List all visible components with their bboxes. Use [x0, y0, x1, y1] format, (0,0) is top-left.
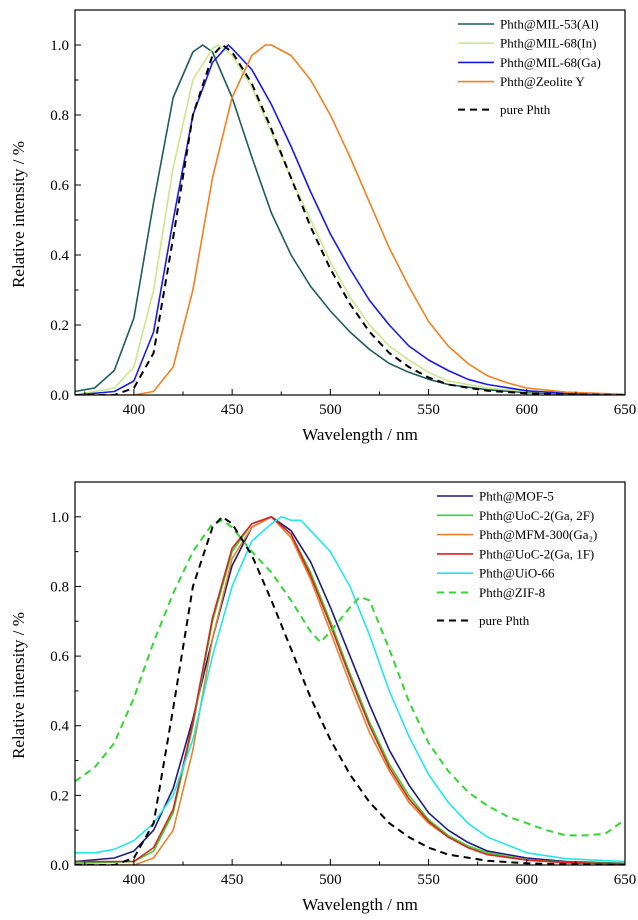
x-tick-label: 500: [319, 402, 342, 418]
bottom-panel: 400 450 500 550 600 650 0.0 0.2 0.4 0.6 0.8 1.0 Wave…: [9, 481, 637, 914]
x-tick-label: 650: [614, 402, 637, 418]
legend-item-phth-mof-5: Phth@MOF-5: [437, 489, 554, 504]
legend-item-phth-zeolite-y: Phth@Zeolite Y: [458, 74, 585, 89]
y-tick-label: 0.0: [50, 858, 69, 874]
y-tick-label: 0.6: [50, 649, 69, 665]
legend-label: Phth@MIL-68(In): [500, 36, 596, 51]
legend-item-pure-phth: pure Phth: [458, 102, 551, 117]
y-tick-label: 0.2: [50, 788, 69, 804]
legend-item-phth-mil-68-in: Phth@MIL-68(In): [458, 36, 596, 51]
y-tick-label: 1.0: [50, 38, 69, 54]
y-tick-label: 0.4: [50, 248, 69, 264]
series-line-phth-zif-8: [75, 519, 625, 837]
legend-item-phth-uio-66: Phth@UiO-66: [437, 566, 555, 581]
series-line-pure-phth: [75, 515, 625, 865]
legend-label: Phth@UoC-2(Ga, 2F): [479, 508, 594, 523]
legend-item-phth-uoc-2-ga-1f: Phth@UoC-2(Ga, 1F): [437, 546, 594, 561]
series-line-phth-uoc-2-ga-1f: [75, 516, 625, 865]
series-line-phth-uio-66: [75, 516, 625, 863]
y-tick-label: 1.0: [50, 510, 69, 526]
x-tick-label: 600: [516, 872, 539, 888]
legend-label: Phth@UiO-66: [479, 566, 555, 581]
legend-label: pure Phth: [500, 102, 551, 117]
series-line-phth-zeolite-y: [75, 44, 625, 395]
legend-label: Phth@ZIF-8: [479, 585, 545, 600]
series-line-phth-mil-68-in: [75, 44, 625, 395]
series-line-phth-mof-5: [75, 516, 625, 865]
top-panel: 400 450 500 550 600 650 0.0 0.2 0.4 0.6 0.8 1.0 Wave…: [9, 9, 637, 444]
series-group: [75, 515, 625, 865]
x-tick-label: 450: [221, 402, 244, 418]
legend: Phth@MIL-53(Al) Phth@MIL-68(In) Phth@MIL-6…: [458, 17, 601, 117]
plot-frame: [74, 9, 626, 396]
legend-label: Phth@UoC-2(Ga, 1F): [479, 546, 594, 561]
legend-label: Phth@Zeolite Y: [500, 74, 585, 89]
x-tick-label: 400: [123, 402, 146, 418]
legend-item-phth-uoc-2-ga-2f: Phth@UoC-2(Ga, 2F): [437, 508, 594, 523]
series-group: [75, 44, 625, 395]
y-tick-label: 0.8: [50, 108, 69, 124]
series-line-pure-phth: [75, 44, 625, 395]
legend-label: Phth@MOF-5: [479, 489, 554, 504]
legend-label: pure Phth: [479, 613, 530, 628]
legend-item-phth-zif-8: Phth@ZIF-8: [437, 585, 545, 600]
x-tick-label: 600: [516, 402, 539, 418]
legend-label: Phth@MFM-300(Ga₂): [479, 527, 597, 542]
series-line-phth-mil-68-ga: [75, 44, 625, 395]
legend-item-phth-mil-53-al: Phth@MIL-53(Al): [458, 17, 599, 32]
x-axis-title: Wavelength / nm: [302, 425, 418, 444]
legend-label: Phth@MIL-53(Al): [500, 17, 599, 32]
y-axis-title: Relative intensity / %: [9, 141, 28, 288]
x-tick-label: 550: [417, 402, 440, 418]
plot-frame: [74, 481, 626, 866]
x-tick-label: 650: [614, 872, 637, 888]
legend: Phth@MOF-5 Phth@UoC-2(Ga, 2F) Phth@MFM-300…: [437, 489, 597, 628]
y-tick-label: 0.4: [50, 719, 69, 735]
legend-item-phth-mfm-300-ga: Phth@MFM-300(Ga₂): [437, 527, 597, 542]
x-tick-label: 400: [123, 872, 146, 888]
x-axis-title: Wavelength / nm: [302, 895, 418, 914]
x-tick-label: 550: [417, 872, 440, 888]
x-tick-label: 450: [221, 872, 244, 888]
legend-item-phth-mil-68-ga: Phth@MIL-68(Ga): [458, 55, 601, 70]
y-tick-label: 0.2: [50, 318, 69, 334]
y-tick-label: 0.0: [50, 388, 69, 404]
x-tick-label: 500: [319, 872, 342, 888]
y-tick-label: 0.6: [50, 178, 69, 194]
series-line-phth-mil-53-al: [75, 44, 625, 395]
y-axis-title: Relative intensity / %: [9, 612, 28, 759]
legend-label: Phth@MIL-68(Ga): [500, 55, 601, 70]
legend-item-pure-phth: pure Phth: [437, 613, 530, 628]
y-tick-label: 0.8: [50, 579, 69, 595]
